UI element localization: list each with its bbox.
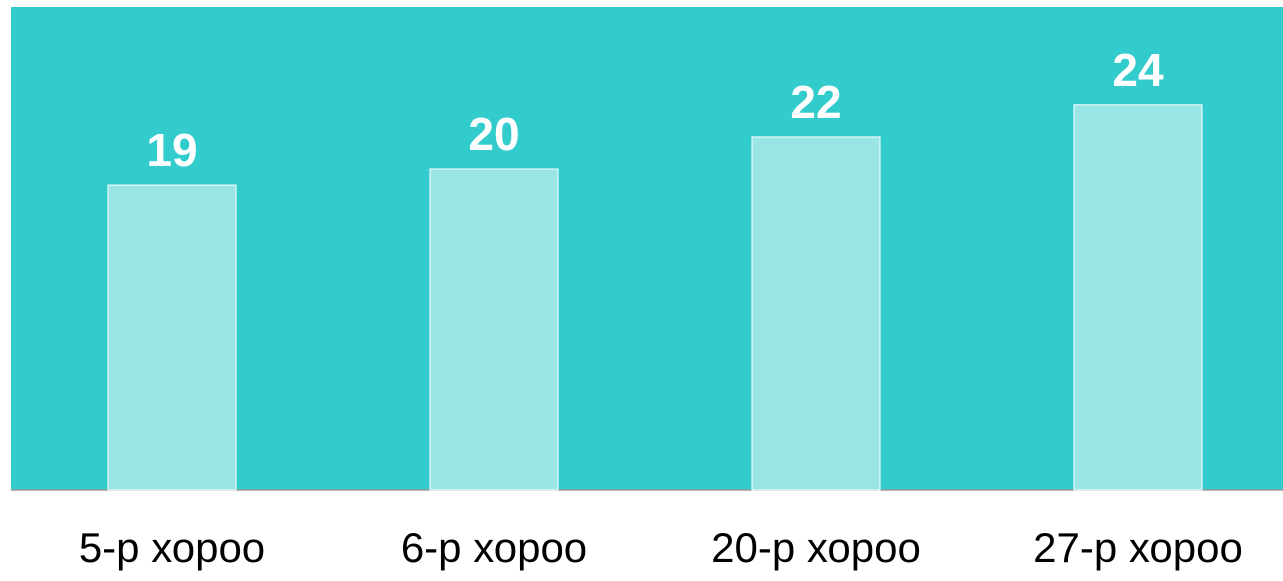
data-label-2: 20 [468, 108, 519, 160]
category-labels-group: 5-р хороо 6-р хороо 20-р хороо 27-р хороо [79, 524, 1243, 571]
data-label-4: 24 [1112, 44, 1164, 96]
bar-1 [107, 184, 237, 491]
data-label-1: 19 [146, 124, 197, 176]
category-label-3: 20-р хороо [711, 524, 921, 571]
bar-2 [429, 168, 559, 491]
bar-4 [1073, 104, 1203, 491]
data-label-3: 22 [790, 76, 841, 128]
category-label-4: 27-р хороо [1033, 524, 1243, 571]
data-labels-group: 19 20 22 24 [146, 44, 1164, 176]
bars-group [107, 104, 1203, 491]
bar-3 [751, 136, 881, 491]
category-label-1: 5-р хороо [79, 524, 265, 571]
category-label-2: 6-р хороо [401, 524, 587, 571]
